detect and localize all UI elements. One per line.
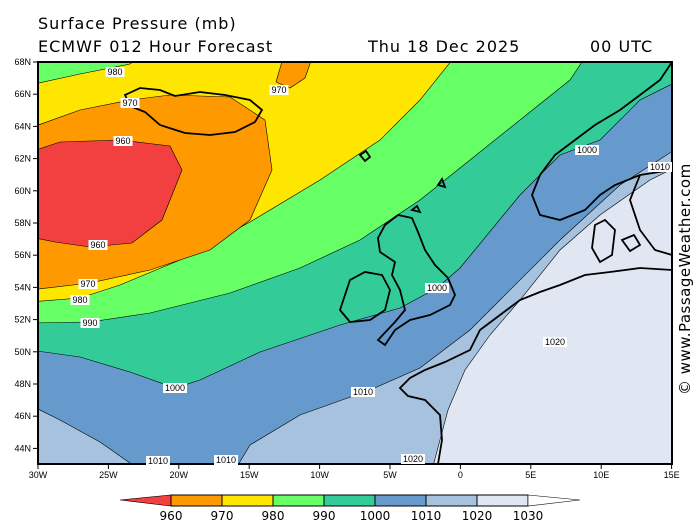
lon-tick-label: 0	[458, 470, 463, 480]
norway-coast	[531, 62, 672, 221]
britain-coast	[376, 214, 456, 347]
lat-tick-label: 64N	[14, 121, 31, 131]
legend-label: 1030	[513, 509, 544, 523]
legend-label: 990	[313, 509, 336, 523]
legend-label: 970	[211, 509, 234, 523]
contour-label: 1010	[353, 387, 373, 397]
contour-label: 1020	[403, 454, 423, 464]
map-title: Surface Pressure (mb)	[38, 14, 237, 33]
lon-tick-label: 15E	[664, 470, 680, 480]
lat-tick-label: 60N	[14, 186, 31, 196]
lat-tick-label: 52N	[14, 315, 31, 325]
contour-label: 1020	[545, 337, 565, 347]
legend-swatch	[221, 494, 274, 507]
iceland-coast	[123, 87, 264, 136]
lat-tick-label: 44N	[14, 443, 31, 453]
contour-label-bg	[78, 279, 98, 289]
lon-tick-label: 10W	[310, 470, 329, 480]
legend-swatch	[374, 494, 427, 507]
legend-colorbar: 960 970 980 990 1000 1010 1020 1030	[119, 494, 581, 523]
legend-label: 1020	[462, 509, 493, 523]
contour-label-bg	[575, 145, 599, 155]
contour-label: 1010	[216, 455, 236, 465]
contour-label: 1010	[148, 456, 168, 466]
contour-label-bg	[425, 283, 449, 293]
contour-label: 980	[107, 67, 122, 77]
lon-tick-label: 25W	[99, 470, 118, 480]
contour-label: 1000	[165, 383, 185, 393]
contour-label-bg	[269, 85, 289, 95]
ireland-coast	[338, 271, 391, 323]
lon-tick-label: 15W	[240, 470, 259, 480]
legend-above-1030	[527, 494, 581, 507]
lon-tick-label: 5E	[525, 470, 536, 480]
legend-swatch	[323, 494, 376, 507]
contour-label: 980	[72, 295, 87, 305]
contour-label-bg	[113, 136, 133, 146]
contour-label: 970	[122, 98, 137, 108]
lat-tick-label: 46N	[14, 411, 31, 421]
contour-label-bg	[163, 383, 187, 393]
contour-label-bg	[70, 295, 90, 305]
contour-label-bg	[146, 456, 170, 466]
longitude-axis: 30W 25W 20W 15W 10W 5W 0 5E 10E 15E	[29, 464, 680, 480]
legend-label: 980	[262, 509, 285, 523]
legend-label: 1010	[411, 509, 442, 523]
contour-label-bg	[214, 455, 238, 465]
contour-label-bg	[80, 318, 100, 328]
lat-tick-label: 58N	[14, 218, 31, 228]
legend-label: 960	[160, 509, 183, 523]
sweden-coast	[629, 174, 672, 256]
contour-label: 970	[271, 85, 286, 95]
map-frame	[37, 61, 673, 465]
lon-tick-label: 20W	[170, 470, 189, 480]
lat-tick-label: 68N	[14, 57, 31, 67]
contour-label: 1000	[427, 283, 447, 293]
legend-swatch	[170, 494, 223, 507]
europe-coast	[398, 267, 672, 464]
coastlines	[123, 62, 672, 464]
lat-tick-label: 66N	[14, 89, 31, 99]
pressure-fields	[38, 62, 672, 464]
band-960-970-north	[275, 62, 311, 89]
contour-label-bg	[648, 162, 672, 172]
contour-label-bg	[120, 98, 140, 108]
contour-label-bg	[105, 67, 125, 77]
latitude-axis: 68N 66N 64N 62N 60N 58N 56N 54N 52N 50N 48N 46N 44N	[14, 57, 38, 453]
contour-label: 1010	[650, 162, 670, 172]
band-below-960	[38, 139, 183, 248]
contour-label-bg	[543, 337, 567, 347]
shetland-coast	[410, 177, 447, 214]
denmark-coast	[591, 218, 642, 264]
lat-tick-label: 50N	[14, 347, 31, 357]
contour-label-bg	[88, 240, 108, 250]
contour-label-bg	[401, 454, 425, 464]
lat-tick-label: 48N	[14, 379, 31, 389]
faroe-coast	[358, 149, 372, 163]
lon-tick-label: 10E	[593, 470, 609, 480]
contour-label: 960	[90, 240, 105, 250]
contour-label: 990	[82, 318, 97, 328]
legend-swatch	[425, 494, 478, 507]
contour-label: 970	[80, 279, 95, 289]
lon-tick-label: 30W	[29, 470, 48, 480]
lat-tick-label: 54N	[14, 282, 31, 292]
legend-below-960	[119, 494, 172, 507]
model-label: ECMWF 012 Hour Forecast	[38, 37, 274, 56]
legend-swatch	[272, 494, 325, 507]
lat-tick-label: 62N	[14, 154, 31, 164]
lon-tick-label: 5W	[383, 470, 397, 480]
legend-label: 1000	[360, 509, 391, 523]
legend-swatch	[476, 494, 529, 507]
contour-label-bg	[351, 387, 375, 397]
contour-labels: 980 970 970 960 960 970 980 990 1000 1000 1000 1010…	[70, 67, 672, 466]
forecast-date: Thu 18 Dec 2025	[368, 37, 521, 56]
contour-label: 960	[115, 136, 130, 146]
forecast-time: 00 UTC	[590, 37, 654, 56]
lat-tick-label: 56N	[14, 250, 31, 260]
watermark: © www.PassageWeather.com	[676, 163, 694, 395]
contour-label: 1000	[577, 145, 597, 155]
